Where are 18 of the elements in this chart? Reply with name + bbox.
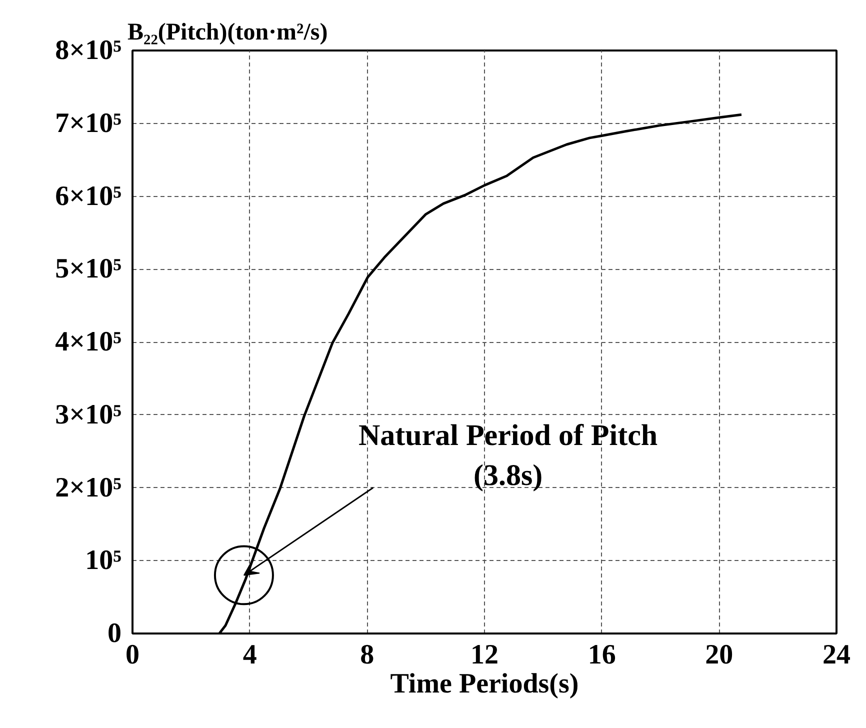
y-tick-label: 5×10⁵ bbox=[55, 254, 122, 285]
y-tick-label: 4×10⁵ bbox=[55, 326, 122, 358]
y-axis-title: B₂₂(Pitch)(ton·m²/s) bbox=[128, 20, 328, 46]
y-tick-label: 0 bbox=[108, 618, 122, 649]
x-tick-label: 4 bbox=[242, 640, 257, 670]
x-tick-label: 20 bbox=[705, 640, 734, 670]
y-tick-label: 6×10⁵ bbox=[55, 180, 122, 212]
y-tick-label: 8×10⁵ bbox=[55, 35, 122, 66]
x-tick-label: 16 bbox=[588, 640, 616, 670]
x-tick-label: 12 bbox=[470, 640, 498, 670]
annotation: Natural Period of Pitch (3.8s) bbox=[358, 418, 658, 492]
x-axis-title: Time Periods(s) bbox=[390, 668, 579, 700]
y-tick-label: 3×10⁵ bbox=[55, 399, 122, 430]
y-tick-label: 7×10⁵ bbox=[55, 108, 122, 139]
y-tick-label: 10⁵ bbox=[85, 545, 122, 576]
x-tick-label: 24 bbox=[822, 640, 850, 670]
y-tick-label: 2×10⁵ bbox=[55, 472, 122, 504]
x-tick-label: 8 bbox=[360, 640, 374, 670]
